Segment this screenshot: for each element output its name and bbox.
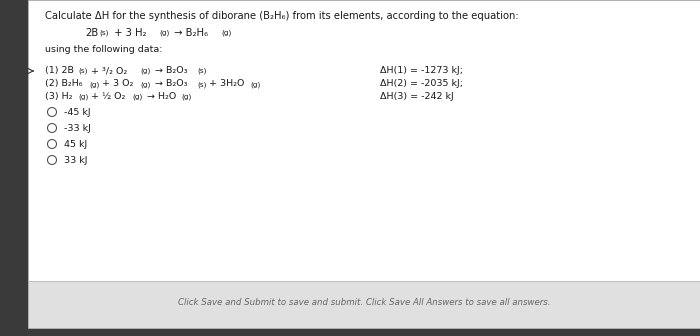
- Text: (g): (g): [132, 94, 142, 100]
- Text: (g): (g): [181, 94, 191, 100]
- Text: (g): (g): [140, 81, 150, 87]
- Text: (s): (s): [197, 68, 206, 75]
- Text: (3) H₂: (3) H₂: [45, 92, 73, 101]
- Text: + ³/₂ O₂: + ³/₂ O₂: [88, 66, 127, 75]
- Text: (g): (g): [140, 68, 150, 75]
- Text: + 3H₂O: + 3H₂O: [206, 79, 244, 88]
- Text: (g): (g): [221, 30, 231, 37]
- Text: 33 kJ: 33 kJ: [64, 156, 88, 165]
- Bar: [28, 0, 700, 281]
- Text: (1) 2B: (1) 2B: [45, 66, 74, 75]
- Text: → H₂O: → H₂O: [144, 92, 176, 101]
- Text: ΔH(1) = -1273 kJ;: ΔH(1) = -1273 kJ;: [380, 66, 463, 75]
- Bar: [0, 328, 700, 336]
- Text: (g): (g): [89, 81, 99, 87]
- Text: ΔH(3) = -242 kJ: ΔH(3) = -242 kJ: [380, 92, 454, 101]
- Bar: [0, 0, 28, 336]
- Text: (2) B₂H₆: (2) B₂H₆: [45, 79, 83, 88]
- Text: + 3 H₂: + 3 H₂: [111, 28, 146, 38]
- Text: → B₂O₃: → B₂O₃: [152, 66, 188, 75]
- Text: 2B: 2B: [85, 28, 98, 38]
- Text: -33 kJ: -33 kJ: [64, 124, 91, 133]
- Text: 45 kJ: 45 kJ: [64, 140, 88, 149]
- Text: (g): (g): [159, 30, 169, 37]
- Text: using the following data:: using the following data:: [45, 45, 162, 54]
- Text: (g): (g): [78, 94, 88, 100]
- Text: → B₂H₆: → B₂H₆: [171, 28, 208, 38]
- Text: + ½ O₂: + ½ O₂: [88, 92, 125, 101]
- Text: (s): (s): [78, 68, 88, 75]
- Bar: [28, 281, 700, 328]
- Text: -45 kJ: -45 kJ: [64, 108, 90, 117]
- Text: Click Save and Submit to save and submit. Click Save All Answers to save all ans: Click Save and Submit to save and submit…: [178, 298, 550, 307]
- Text: + 3 O₂: + 3 O₂: [99, 79, 134, 88]
- Text: ΔH(2) = -2035 kJ;: ΔH(2) = -2035 kJ;: [380, 79, 463, 88]
- Text: → B₂O₃: → B₂O₃: [152, 79, 188, 88]
- Text: (s): (s): [99, 30, 108, 37]
- Text: Calculate ΔH for the synthesis of diborane (B₂H₆) from its elements, according t: Calculate ΔH for the synthesis of dibora…: [45, 11, 519, 21]
- Text: (g): (g): [250, 81, 260, 87]
- Text: (s): (s): [197, 81, 206, 87]
